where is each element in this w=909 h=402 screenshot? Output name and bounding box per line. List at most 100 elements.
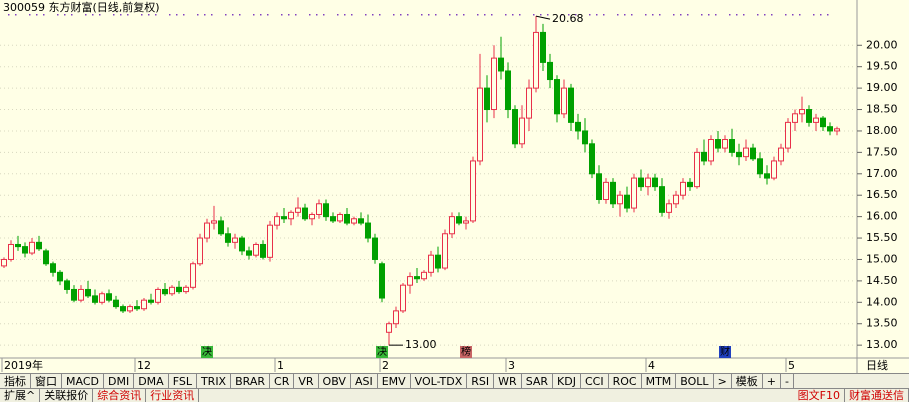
candle-body [113,299,119,308]
candle-body [722,139,728,149]
tab[interactable]: OBV [319,374,351,389]
top-dot [155,14,157,16]
tab[interactable]: ROC [609,374,642,389]
top-dot [99,14,101,16]
candle-body [120,306,126,312]
y-tick-label: 17.00 [866,167,898,180]
tab[interactable]: BRAR [231,374,271,389]
candle-body [575,121,581,132]
top-dot [463,14,465,16]
date-label: 5 [788,359,795,372]
top-dot [309,14,311,16]
candle-body [211,220,217,224]
top-dot [645,14,647,16]
top-dot [337,14,339,16]
tab[interactable]: MACD [62,374,104,389]
tab[interactable]: 扩展^ [0,389,41,402]
candle-body [624,194,630,209]
candle-body [134,306,140,310]
tab[interactable]: 关联报价 [40,389,94,402]
right-links: 图文F10 财富通送信 [794,389,909,402]
top-dot [596,14,598,16]
top-dot [743,14,745,16]
tab[interactable]: DMA [134,374,169,389]
candle-body [267,224,273,258]
tab[interactable]: 窗口 [31,374,62,389]
top-dot [617,14,619,16]
tab[interactable]: KDJ [553,374,581,389]
candle-body [260,243,266,258]
y-tick-label: 15.00 [866,252,898,265]
candle-body [561,87,567,115]
tab[interactable]: SAR [522,374,554,389]
candle-body [463,220,469,224]
candle-body [225,233,231,243]
top-dot [729,14,731,16]
tab[interactable]: FSL [169,374,197,389]
tab[interactable]: CR [270,374,295,389]
tab[interactable]: BOLL [676,374,714,389]
tab[interactable]: RSI [467,374,495,389]
candle-body [428,254,434,273]
tab[interactable]: VOL-TDX [411,374,468,389]
candle-body [442,233,448,269]
top-dot [113,14,115,16]
tab[interactable]: - [781,374,794,389]
candle-body [694,151,700,188]
top-dot [659,14,661,16]
top-dot [603,14,605,16]
candle-body [176,286,182,293]
candle-body [680,181,686,196]
tab[interactable]: DMI [104,374,135,389]
y-tick-label: 16.50 [866,188,898,201]
top-dot [561,14,563,16]
event-marker [201,346,213,358]
candle-body [687,181,693,188]
tab[interactable]: > [714,374,732,389]
candle-body [204,222,210,239]
candle-body [708,139,714,162]
candle-body [610,181,616,205]
candle-body [547,61,553,81]
tab[interactable]: ASI [351,374,378,389]
tab[interactable]: WR [494,374,522,389]
candle-body [470,160,476,222]
tab[interactable]: 模板 [732,374,763,389]
candle-body [344,213,350,224]
candle-body [505,70,511,111]
tab[interactable]: 综合资讯 [93,389,147,402]
top-dot [512,14,514,16]
candle-body [22,246,28,254]
candle-body [491,57,497,111]
tab[interactable]: VR [294,374,319,389]
event-marker [376,346,388,358]
tab[interactable]: 财富通送信 [845,389,909,402]
top-dot [687,14,689,16]
indicator-tabs: 指标 窗口 MACD DMI DMA FSL TRIX BRAR CR VR OBV ASI EMV VO… [0,373,909,389]
candle-body [736,151,742,158]
tab[interactable]: TRIX [197,374,232,389]
top-dot [407,14,409,16]
tab[interactable]: MTM [642,374,677,389]
y-tick-label: 18.50 [866,103,898,116]
top-dot [491,14,493,16]
tab[interactable]: 指标 [0,374,31,389]
event-marker [460,346,472,358]
candle-body [309,213,315,220]
bottom-bar: 扩展^ 关联报价 综合资讯 行业资讯 图文F10 财富通送信 [0,388,909,402]
tab[interactable]: 行业资讯 [146,389,200,402]
candle-body [316,203,322,215]
candle-body [43,250,49,265]
candle-body [519,117,525,145]
candle-body [596,173,602,200]
top-dot [148,14,150,16]
tab[interactable]: EMV [378,374,411,389]
tab[interactable]: CCI [581,374,609,389]
y-tick-label: 17.50 [866,145,898,158]
top-dot [351,14,353,16]
tab[interactable]: + [763,374,781,389]
tab[interactable]: 图文F10 [794,389,845,402]
candle-body [589,143,595,175]
candle-body [183,286,189,293]
candle-body [330,216,336,222]
